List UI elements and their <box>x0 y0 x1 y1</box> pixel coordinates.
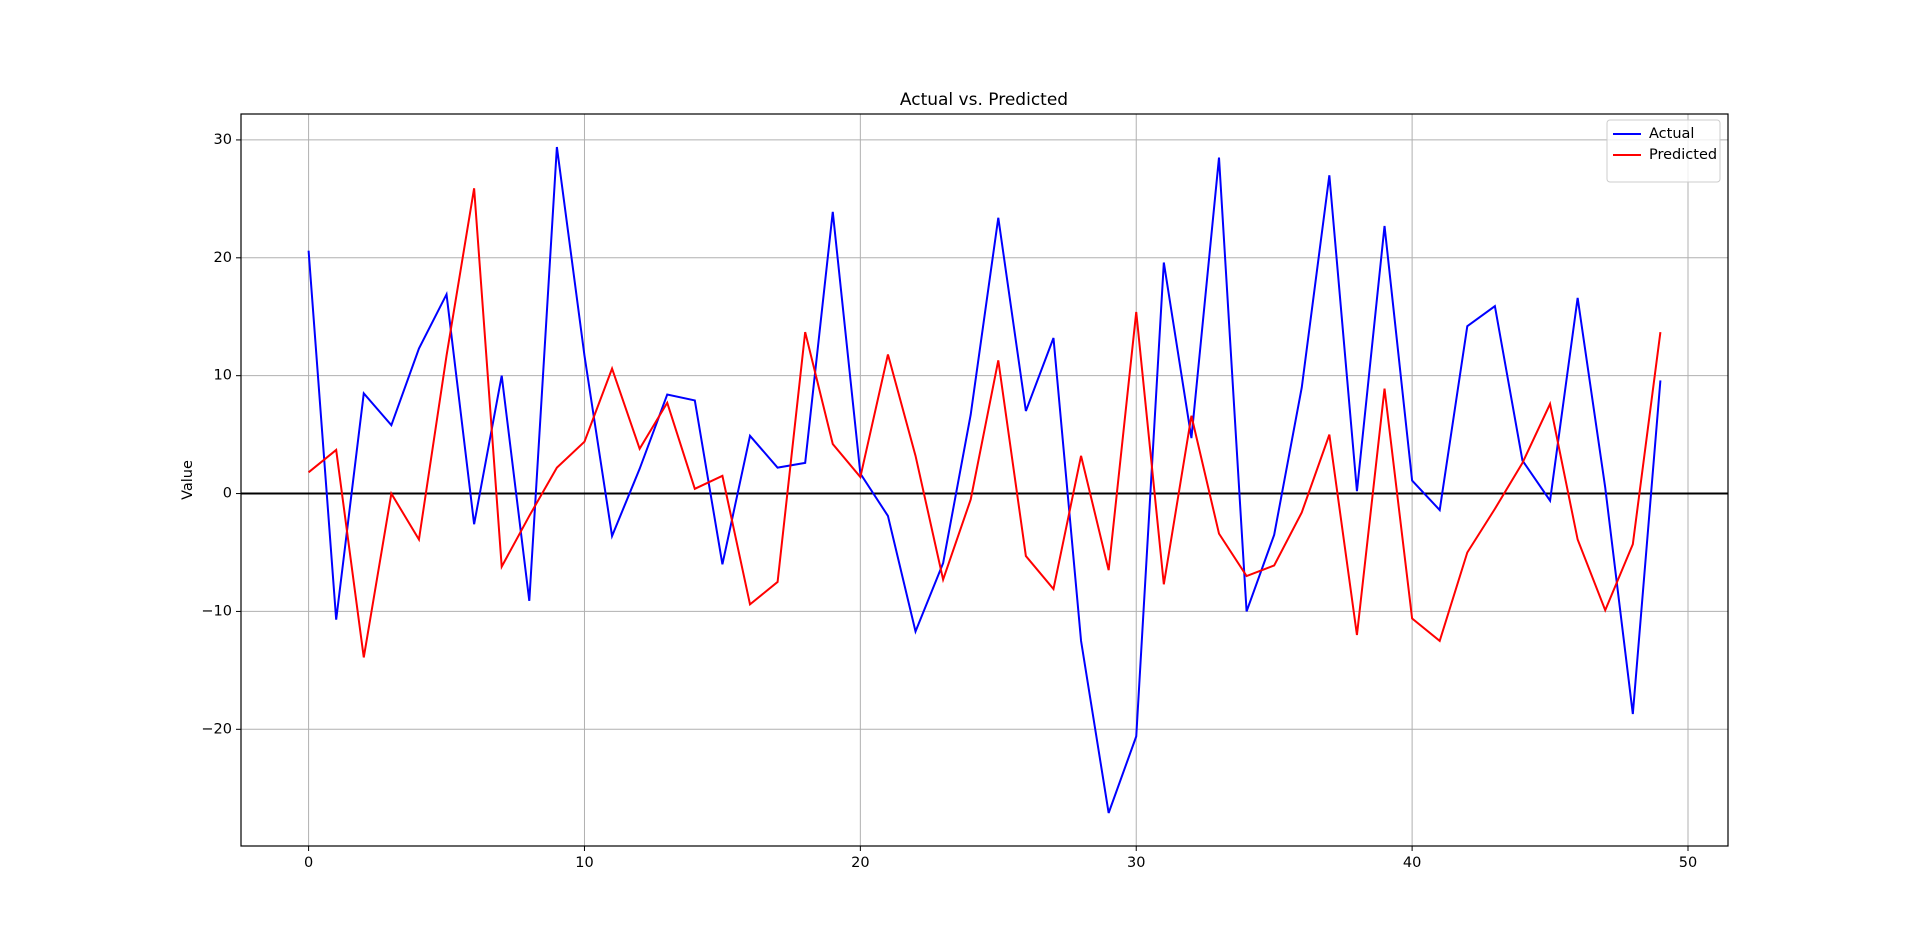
data-line <box>307 188 1662 658</box>
y-axis-label: Value <box>180 460 196 500</box>
x-tick-label: 50 <box>1679 855 1697 871</box>
legend-label: Actual <box>1649 126 1694 142</box>
x-tick-label: 40 <box>1403 855 1421 871</box>
x-tick-label: 30 <box>1127 855 1145 871</box>
legend-box <box>1606 119 1721 183</box>
y-tick-label: −10 <box>201 603 232 619</box>
y-tick-label: 10 <box>214 368 232 384</box>
legend-label: Predicted <box>1649 147 1717 163</box>
y-tick-label: 20 <box>214 250 232 266</box>
plot-frame <box>240 113 1729 847</box>
y-tick-label: 0 <box>223 486 232 502</box>
x-tick-label: 20 <box>851 855 869 871</box>
legend: Actual Predicted <box>1606 119 1721 183</box>
chart-title: Actual vs. Predicted <box>900 90 1068 110</box>
y-tick-label: −20 <box>201 721 232 737</box>
data-line <box>307 146 1662 814</box>
y-tick-label: 30 <box>214 132 232 148</box>
x-tick-label: 0 <box>304 855 313 871</box>
x-tick-label: 10 <box>575 855 593 871</box>
